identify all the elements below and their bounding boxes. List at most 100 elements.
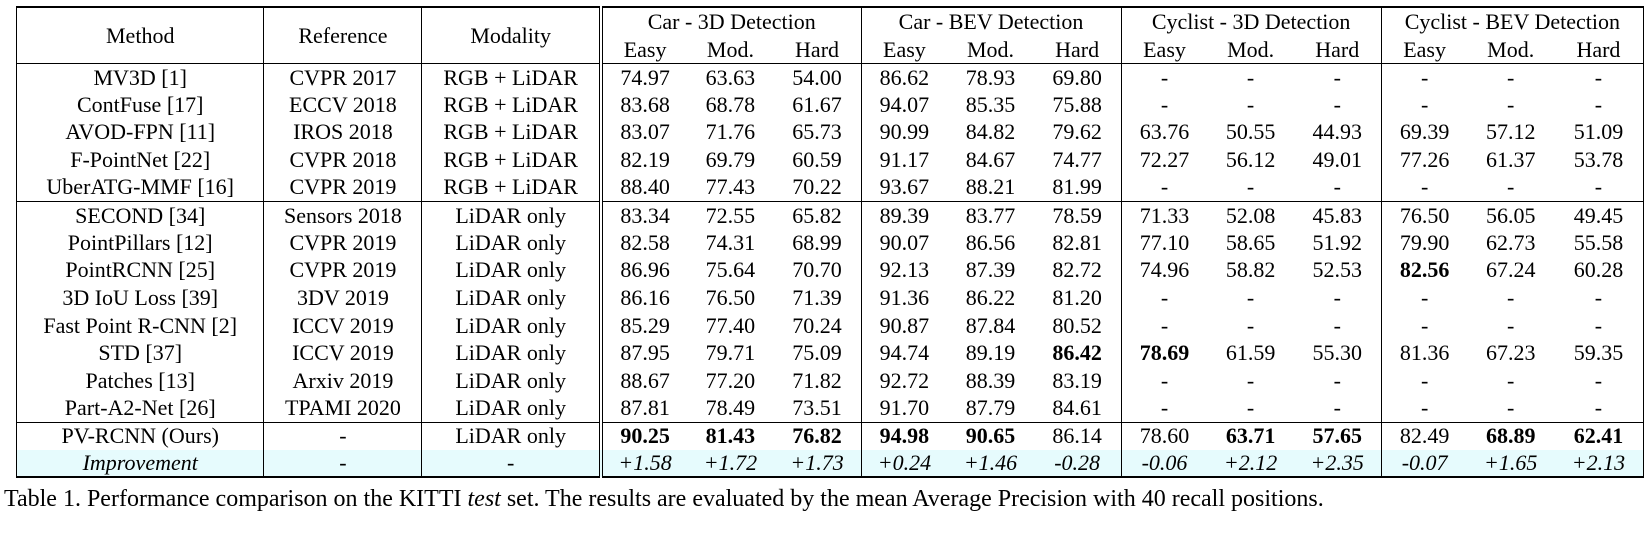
- value-cell: 86.56: [965, 229, 1016, 255]
- value-cell: 72.55: [687, 200, 774, 230]
- subheader-row: Easy Mod. Hard Easy Mod. Hard Easy Mod. Hard Easy…: [17, 36, 1644, 64]
- value-cell: 61.67: [792, 91, 842, 117]
- value-cell: 84.61: [1052, 395, 1102, 421]
- value-cell: 83.77: [947, 200, 1034, 230]
- value-cell: 62.73: [1485, 229, 1536, 255]
- caption-italic: test: [467, 486, 501, 512]
- best-value: 94.98: [879, 423, 930, 449]
- value-cell: 82.72: [1052, 257, 1102, 283]
- reference-cell: Arxiv 2019: [263, 367, 422, 395]
- value-cell: -: [1120, 367, 1208, 395]
- header-sub-hard: Hard: [1553, 36, 1644, 64]
- value-cell: 60.59: [792, 147, 842, 173]
- value-cell: -: [1120, 91, 1208, 119]
- value-cell: 78.69: [1120, 339, 1208, 368]
- caption-suffix: set. The results are evaluated by the me…: [500, 486, 1324, 512]
- value-cell: 79.62: [1052, 119, 1102, 145]
- reference-cell: -: [263, 421, 422, 450]
- header-group-cyclist-3d: Cyclist - 3D Detection: [1120, 6, 1382, 36]
- best-value: 68.89: [1485, 423, 1536, 449]
- value-cell: -: [1380, 311, 1468, 340]
- value-cell: 82.81: [1052, 229, 1102, 255]
- header-sub-easy: Easy: [598, 36, 688, 64]
- value-cell: +2.35: [1293, 449, 1382, 479]
- value-cell: 88.40: [598, 173, 688, 202]
- value-cell: 88.21: [965, 174, 1016, 200]
- value-cell: 68.99: [792, 229, 842, 255]
- value-cell: 86.22: [965, 285, 1016, 311]
- value-cell: 56.12: [1225, 147, 1276, 173]
- method-cell: F-PointNet [22]: [15, 146, 264, 174]
- modality-cell: LiDAR only: [421, 367, 601, 395]
- value-cell: +1.58: [598, 449, 688, 479]
- header-sub-easy: Easy: [1380, 36, 1468, 64]
- table-row: MV3D [1] CVPR 2017 RGB + LiDAR 74.97 63.63 54…: [15, 63, 1644, 92]
- value-cell: +2.12: [1207, 449, 1294, 479]
- header-sub-easy: Easy: [1120, 36, 1208, 64]
- value-cell: 94.98: [860, 421, 948, 450]
- value-cell: 71.82: [792, 367, 842, 393]
- method-cell: MV3D [1]: [15, 63, 264, 92]
- value-cell: 54.00: [792, 64, 842, 90]
- modality-cell: RGB + LiDAR: [421, 118, 601, 147]
- value-cell: 58.82: [1225, 257, 1276, 283]
- value-cell: +1.72: [687, 449, 774, 479]
- reference-cell: Sensors 2018: [263, 200, 422, 230]
- method-cell: 3D IoU Loss [39]: [15, 284, 264, 312]
- value-cell: 77.40: [705, 312, 756, 338]
- value-cell: -: [1380, 63, 1468, 92]
- reference-cell: ECCV 2018: [263, 91, 422, 119]
- value-cell: -: [1333, 367, 1341, 393]
- value-cell: 55.30: [1312, 340, 1362, 366]
- reference-cell: CVPR 2018: [263, 146, 422, 174]
- value-cell: 70.24: [792, 312, 842, 338]
- modality-cell: LiDAR only: [421, 421, 601, 450]
- value-cell: -0.06: [1120, 449, 1208, 479]
- value-cell: 83.68: [598, 91, 688, 119]
- value-cell: -: [1120, 63, 1208, 92]
- table-row: 3D IoU Loss [39] 3DV 2019 LiDAR only 86.16 7…: [15, 284, 1644, 312]
- value-cell: +1.65: [1467, 449, 1554, 479]
- value-cell: 59.35: [1553, 339, 1644, 368]
- value-cell: 76.50: [705, 285, 756, 311]
- value-cell: 94.74: [860, 339, 948, 368]
- value-cell: -: [1120, 173, 1208, 202]
- table-row: Fast Point R-CNN [2] ICCV 2019 LiDAR only 8…: [15, 311, 1644, 340]
- value-cell: 90.25: [598, 421, 688, 450]
- value-cell: 82.56: [1380, 256, 1468, 285]
- value-cell: 86.62: [860, 63, 948, 92]
- value-cell: 90.07: [860, 229, 948, 257]
- header-sub-mod: Mod.: [687, 36, 774, 64]
- value-cell: 84.82: [965, 119, 1016, 145]
- value-cell: 61.37: [1485, 147, 1536, 173]
- method-cell: Fast Point R-CNN [2]: [15, 311, 264, 340]
- value-cell: -: [1246, 91, 1255, 117]
- reference-cell: CVPR 2017: [263, 63, 422, 92]
- value-cell: 77.43: [705, 174, 756, 200]
- value-cell: -: [1553, 91, 1644, 119]
- caption-prefix: Table 1. Performance comparison on the K…: [4, 486, 468, 512]
- value-cell: 74.77: [1052, 147, 1102, 173]
- header-sub-easy: Easy: [860, 36, 948, 64]
- reference-cell: CVPR 2019: [263, 229, 422, 257]
- value-cell: 78.49: [705, 395, 756, 421]
- value-cell: 71.76: [705, 119, 756, 145]
- value-cell: -: [1246, 312, 1255, 338]
- table-row: ContFuse [17] ECCV 2018 RGB + LiDAR 83.68 68…: [15, 91, 1644, 119]
- value-cell: 68.78: [705, 91, 756, 117]
- modality-cell: RGB + LiDAR: [421, 173, 601, 202]
- method-cell: STD [37]: [15, 339, 264, 368]
- value-cell: 60.28: [1553, 256, 1644, 285]
- value-cell: 57.65: [1293, 421, 1382, 450]
- value-cell: 90.99: [860, 118, 948, 147]
- value-cell: 81.99: [1052, 174, 1102, 200]
- value-cell: 58.65: [1225, 229, 1276, 255]
- value-cell: 90.87: [860, 311, 948, 340]
- table-row: PointRCNN [25] CVPR 2019 LiDAR only 86.96 75…: [15, 256, 1644, 285]
- value-cell: -: [1507, 285, 1515, 311]
- value-cell: -: [1553, 173, 1644, 202]
- value-cell: 91.17: [860, 146, 948, 174]
- value-cell: 84.67: [965, 147, 1016, 173]
- value-cell: 82.19: [598, 146, 688, 174]
- table-row: Part-A2-Net [26] TPAMI 2020 LiDAR only 87.8…: [15, 394, 1644, 423]
